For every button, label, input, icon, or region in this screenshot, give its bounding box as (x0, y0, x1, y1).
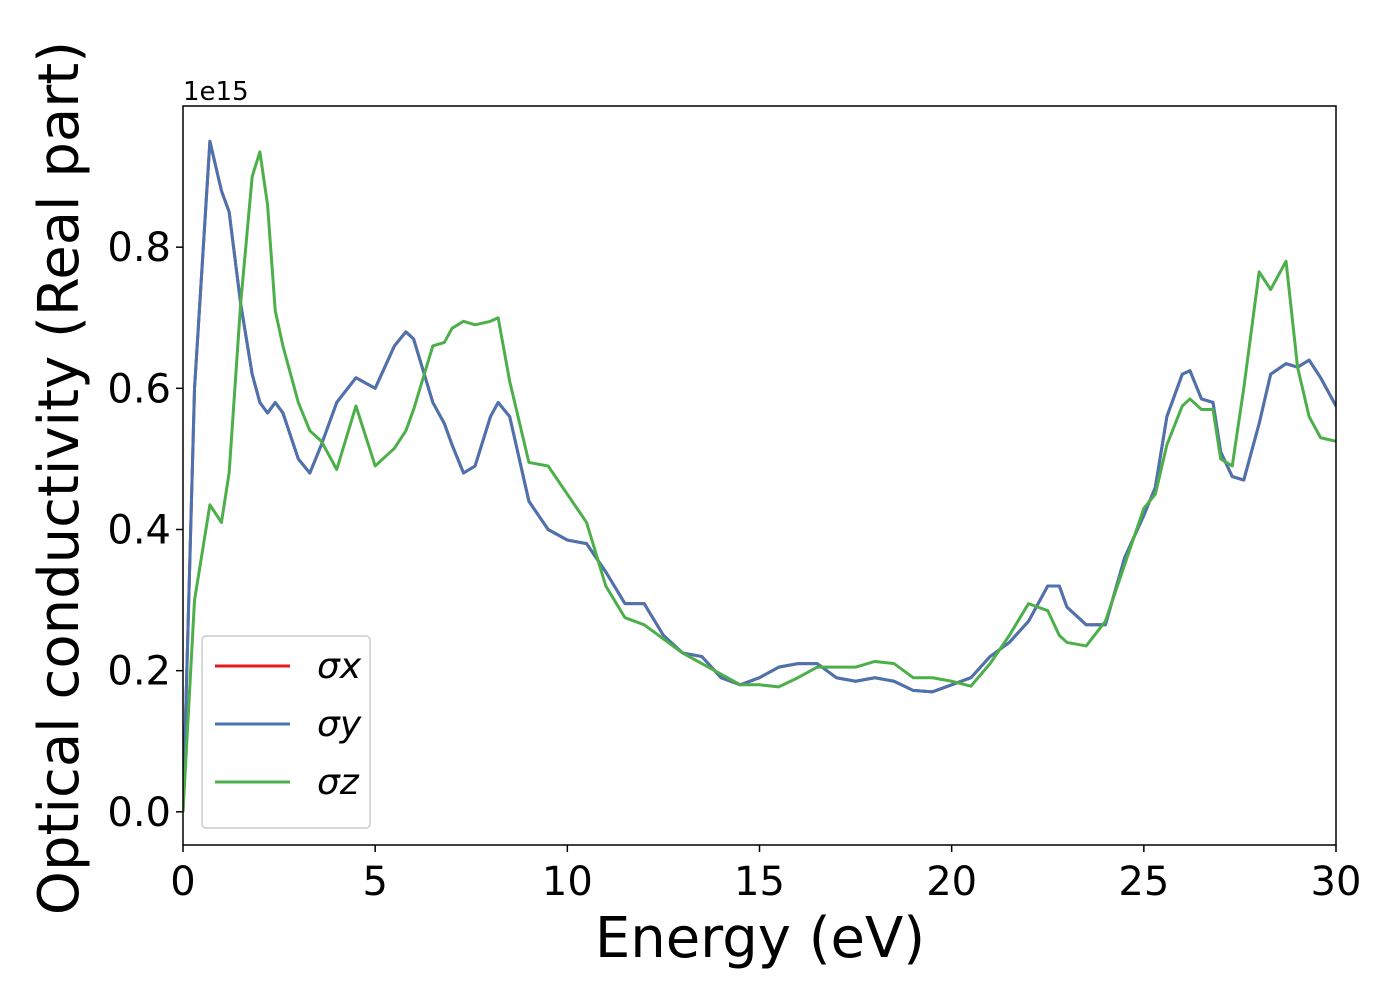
y-tick-label: 0.2 (107, 649, 171, 695)
x-tick-label: 5 (362, 859, 387, 905)
x-axis-label: Energy (eV) (595, 906, 925, 971)
x-tick-label: 10 (542, 859, 593, 905)
x-tick-label: 0 (170, 859, 195, 905)
legend-label: σx (317, 646, 362, 687)
x-tick-label: 25 (1118, 859, 1169, 905)
y-tick-label: 0.0 (107, 790, 171, 836)
x-tick-label: 30 (1311, 859, 1362, 905)
x-tick-label: 15 (734, 859, 785, 905)
y-tick-label: 0.6 (107, 366, 171, 412)
plot-frame (182, 105, 1337, 846)
x-tick-label: 20 (926, 859, 977, 905)
y-axis-label: Optical conductivity (Real part) (27, 41, 92, 915)
series-line (183, 139, 1336, 812)
y-offset-label: 1e15 (183, 77, 249, 107)
legend-label: σz (317, 762, 360, 803)
legend-label: σy (317, 704, 362, 745)
series-line (183, 150, 1336, 812)
y-tick-label: 0.4 (107, 507, 171, 553)
legend-box (201, 635, 371, 829)
y-tick-label: 0.8 (107, 225, 171, 271)
